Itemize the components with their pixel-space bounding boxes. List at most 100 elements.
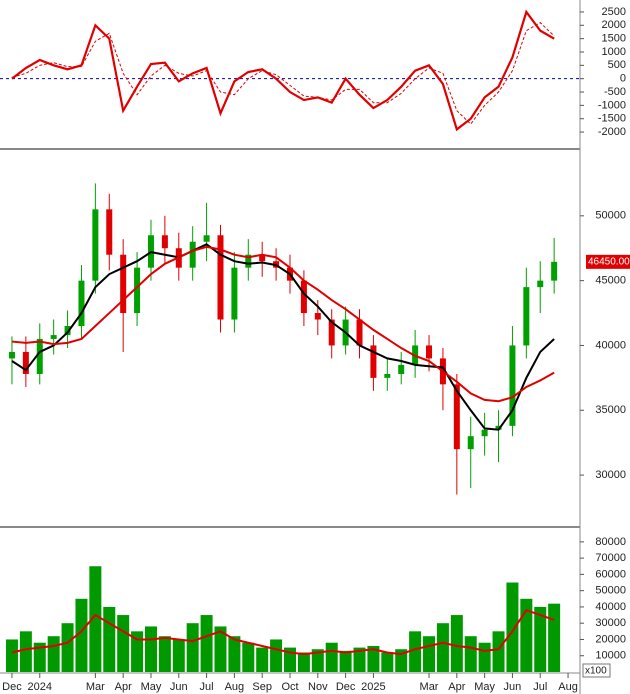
volume-bar <box>47 636 60 672</box>
volume-bar <box>353 647 366 672</box>
candle-body <box>481 429 488 437</box>
candle-body <box>120 254 127 314</box>
volume-bar <box>19 631 32 672</box>
x-tick-label: 2024 <box>28 681 52 693</box>
candle-body <box>92 209 99 281</box>
volume-bar <box>214 626 227 672</box>
candle-body <box>64 326 71 336</box>
volume-bar <box>534 606 547 672</box>
y-tick-label: 60000 <box>595 568 626 580</box>
candle-body <box>36 338 43 374</box>
volume-bar <box>381 652 394 672</box>
y-tick-label: 50000 <box>595 585 626 597</box>
candle-body <box>551 261 558 281</box>
volume-bar <box>492 631 505 672</box>
volume-bar <box>61 623 74 672</box>
candle-body <box>161 235 168 249</box>
x-tick-label: Apr <box>115 681 132 693</box>
y-tick-label: 30000 <box>595 469 626 481</box>
candle-body <box>426 345 433 359</box>
x-tick-label: Nov <box>308 681 328 693</box>
x-tick-label: Jul <box>533 681 547 693</box>
volume-bar <box>117 615 130 672</box>
candle-body <box>509 345 516 426</box>
candle-body <box>370 345 377 378</box>
x-tick-label: Aug <box>225 681 245 693</box>
y-tick-label: 2500 <box>602 6 626 18</box>
y-tick-label: 0 <box>620 73 626 85</box>
y-tick-label: 40000 <box>595 601 626 613</box>
volume-bar <box>339 650 352 672</box>
candle-body <box>467 436 474 450</box>
line <box>11 243 555 431</box>
volume-bar <box>297 652 310 672</box>
candle-body <box>231 267 238 320</box>
candle-body <box>8 351 15 359</box>
volume-bar <box>423 636 436 672</box>
volume-bar <box>144 626 157 672</box>
x-tick-label: Apr <box>448 681 465 693</box>
candle-body <box>314 313 321 320</box>
candle-body <box>203 235 210 242</box>
x-tick-label: Oct <box>281 681 298 693</box>
candle-body <box>134 267 141 314</box>
price-tag-label: 46450.00 <box>588 256 630 267</box>
y-tick-label: 30000 <box>595 617 626 629</box>
volume-bar <box>367 645 380 672</box>
y-tick-label: 2000 <box>602 19 626 31</box>
y-tick-label: -2000 <box>598 126 626 138</box>
candle-body <box>259 254 266 262</box>
unit-box <box>582 663 611 678</box>
y-tick-label: 45000 <box>595 275 626 287</box>
candle-body <box>453 384 460 450</box>
line <box>11 245 555 403</box>
candle-body <box>356 319 363 346</box>
volume-bar <box>5 639 18 672</box>
y-tick-label: 50000 <box>595 210 626 222</box>
y-tick-label: -500 <box>604 86 626 98</box>
price-tag <box>586 254 630 269</box>
unit-label: x100 <box>585 666 607 677</box>
x-tick-label: Dec <box>336 681 356 693</box>
volume-bar <box>464 636 477 672</box>
volume-bar <box>270 639 283 672</box>
volume-bar <box>520 598 533 672</box>
volume-bar <box>325 642 338 672</box>
y-tick-label: 20000 <box>595 633 626 645</box>
volume-bar <box>436 623 449 672</box>
volume-bar <box>158 636 171 672</box>
x-tick-label: Aug <box>558 681 578 693</box>
x-tick-label: Jun <box>504 681 522 693</box>
volume-bar <box>506 582 519 672</box>
x-tick-label: Jun <box>170 681 188 693</box>
candle-body <box>495 425 502 430</box>
candle-body <box>189 241 196 268</box>
x-tick-label: 2025 <box>361 681 385 693</box>
volume-bar <box>33 642 46 672</box>
volume-bar <box>311 649 324 672</box>
candle-body <box>217 235 224 320</box>
volume-bar <box>450 615 463 672</box>
line <box>11 9 555 132</box>
volume-bar <box>228 636 241 672</box>
candle-body <box>300 280 307 314</box>
volume-bar <box>200 615 213 672</box>
volume-bar <box>548 603 561 672</box>
y-tick-label: 10000 <box>595 650 626 662</box>
x-tick-label: Sep <box>252 681 272 693</box>
y-tick-label: -1000 <box>598 99 626 111</box>
y-tick-label: 1000 <box>602 46 626 58</box>
candle-body <box>537 280 544 288</box>
volume-bar <box>89 566 102 672</box>
x-tick-label: Mar <box>86 681 105 693</box>
candle-body <box>328 319 335 346</box>
candle-body <box>106 209 113 255</box>
y-tick-label: 35000 <box>595 404 626 416</box>
candle-body <box>523 287 530 346</box>
y-tick-label: 1500 <box>602 33 626 45</box>
volume-bar <box>395 649 408 672</box>
candle-body <box>22 351 29 374</box>
volume-bar <box>172 639 185 672</box>
